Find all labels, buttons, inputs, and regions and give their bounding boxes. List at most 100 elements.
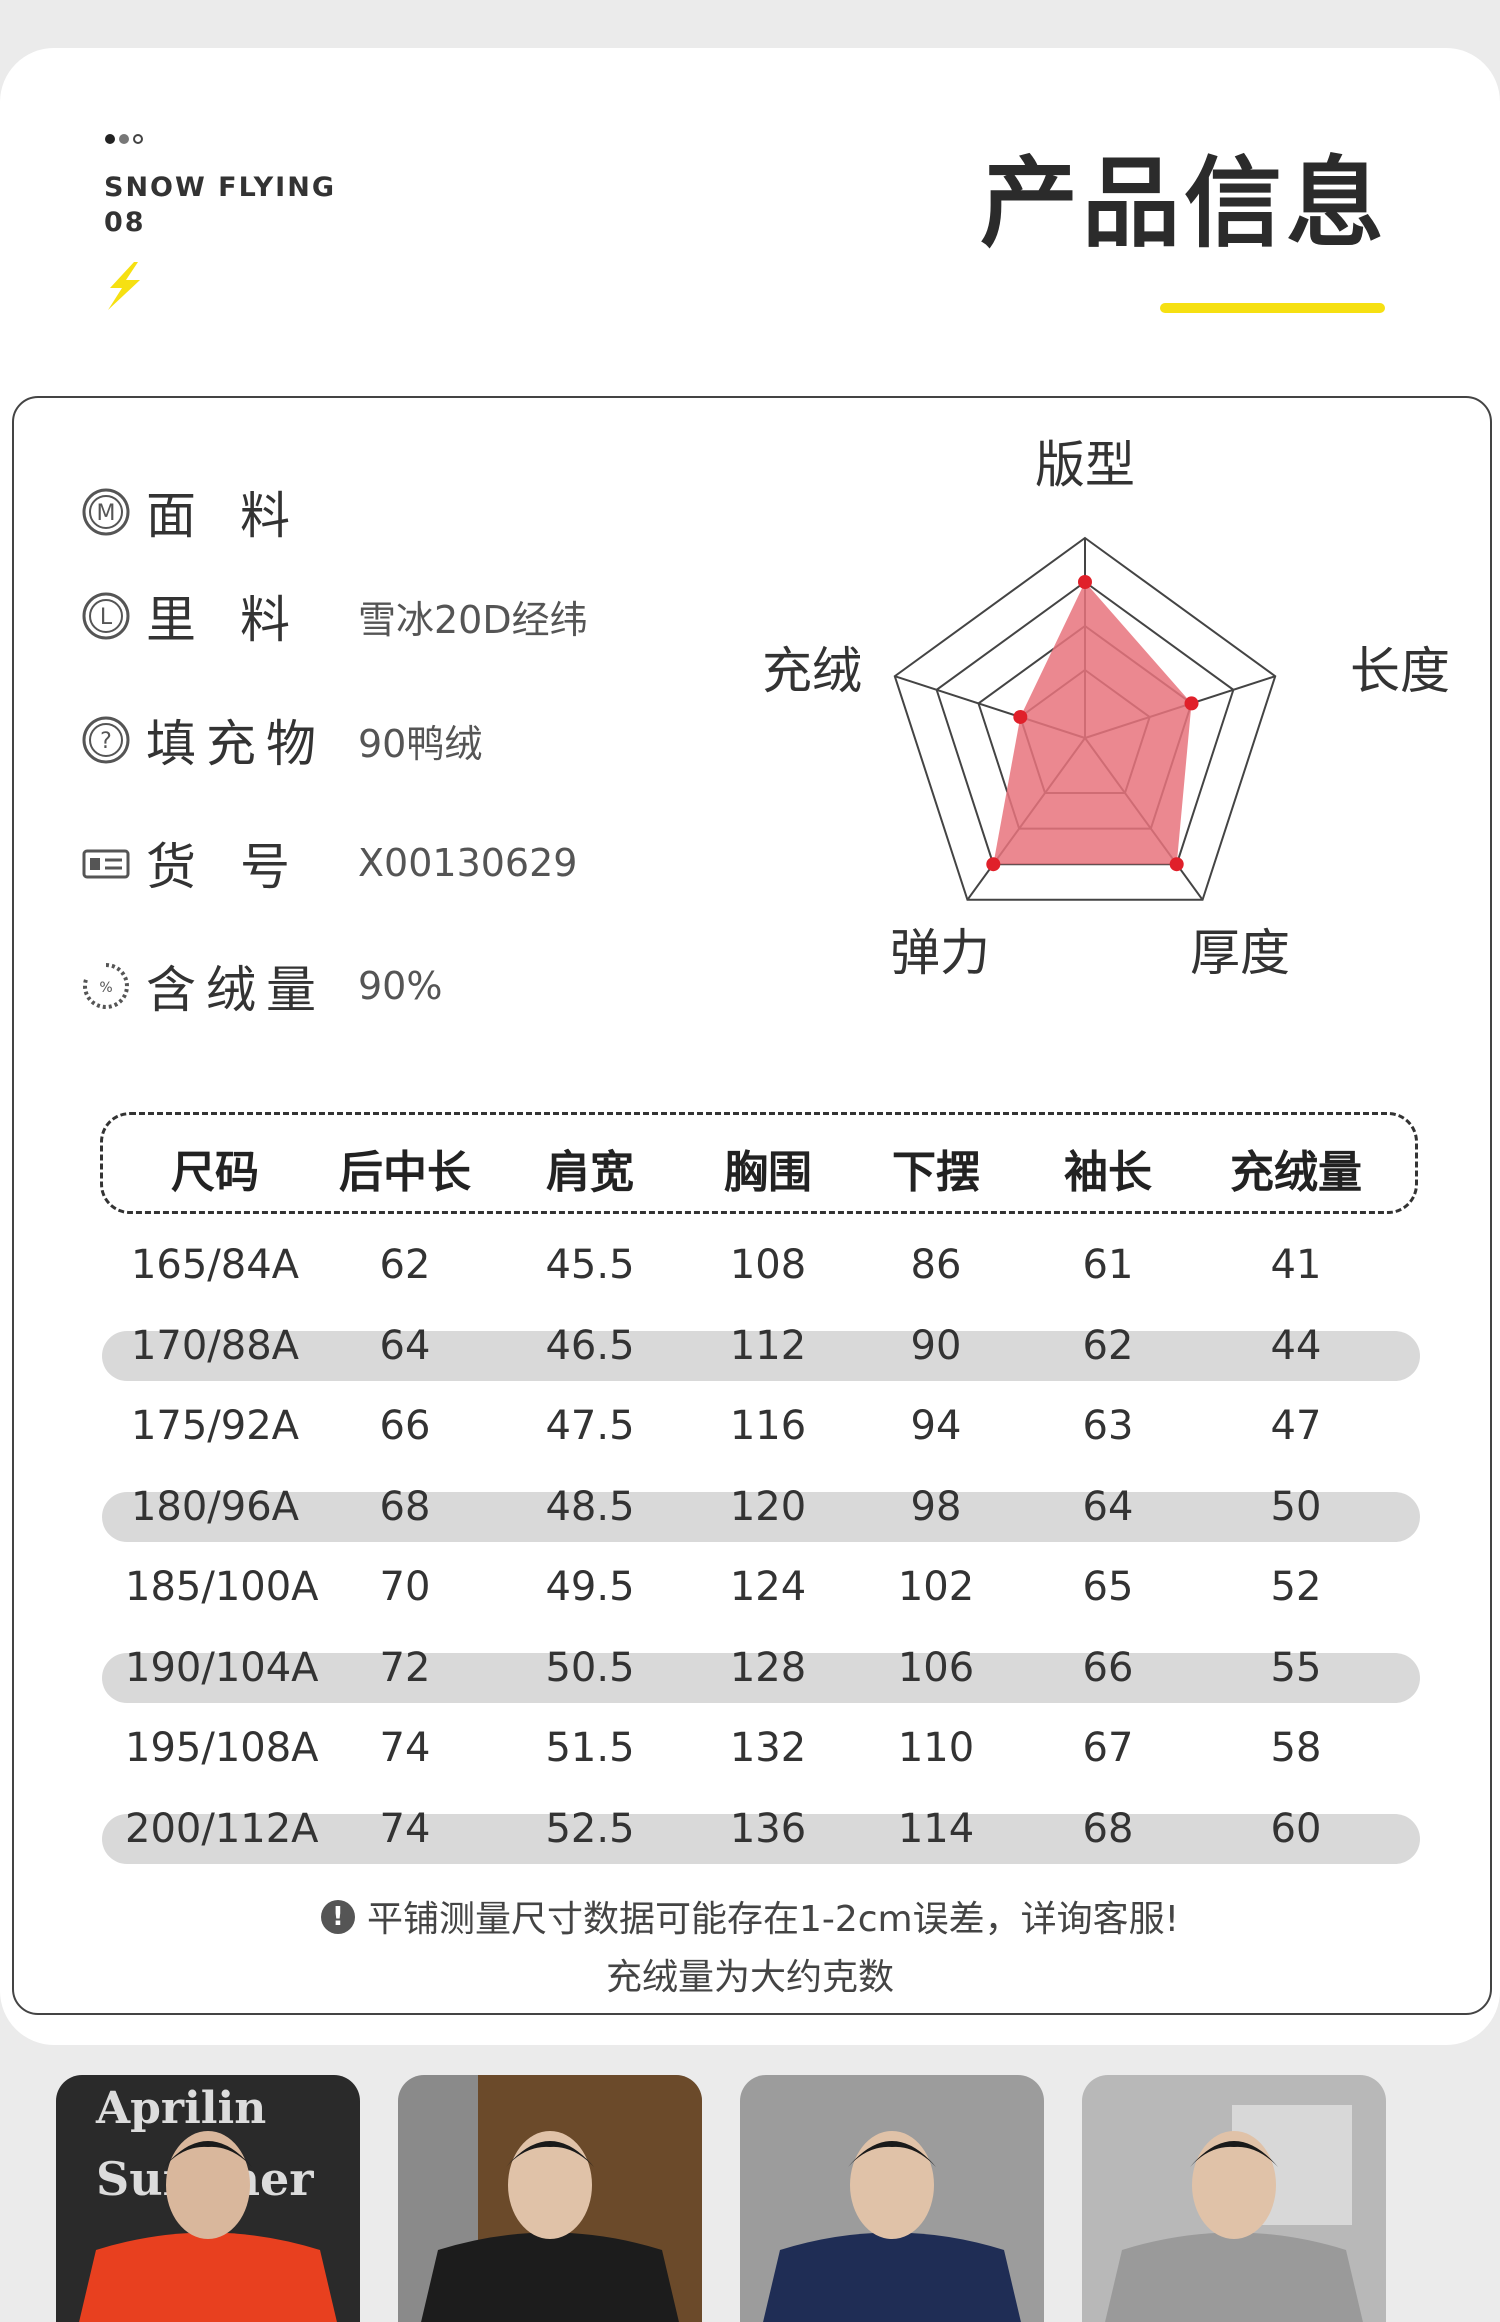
- table-cell: 165/84A: [130, 1242, 300, 1288]
- table-cell: 64: [1082, 1483, 1134, 1530]
- down-weight-note: 充绒量为大约克数: [605, 1957, 894, 1998]
- brand-dots: [105, 134, 143, 144]
- attr-label: 填充物: [146, 715, 326, 773]
- table-cell: 98: [910, 1483, 962, 1530]
- attr-value: 90鸭绒: [358, 721, 483, 766]
- model-thumbnail-3[interactable]: [740, 2075, 1044, 2322]
- page-title: 产品信息: [979, 147, 1388, 261]
- table-cell: 94: [910, 1403, 962, 1449]
- radar-point: [1169, 857, 1184, 872]
- brand-number: 08: [104, 207, 146, 238]
- table-cell: 66: [379, 1403, 431, 1449]
- radar-points: [986, 575, 1199, 872]
- size-table-header-cell: 后中长: [339, 1147, 471, 1198]
- table-cell: 128: [729, 1644, 807, 1691]
- size-table-header: [100, 1112, 1418, 1214]
- model-thumbnail-2[interactable]: [398, 2075, 702, 2322]
- table-cell: 62: [1082, 1322, 1134, 1369]
- table-cell: 49.5: [545, 1564, 635, 1610]
- measurement-note-text: 平铺测量尺寸数据可能存在1-2cm误差，详询客服!: [366, 1899, 1180, 1940]
- attr-value: 90%: [358, 964, 443, 1008]
- model-thumbnail-4[interactable]: [1082, 2075, 1386, 2322]
- size-table-header-cell: 尺码: [171, 1147, 259, 1198]
- table-cell: 185/100A: [125, 1564, 319, 1610]
- table-cell: 50.5: [545, 1644, 635, 1691]
- attr-label: 里料: [146, 591, 334, 649]
- table-cell: 195/108A: [125, 1725, 319, 1771]
- attr-row-sku: 货号 X00130629: [80, 827, 577, 899]
- radar-area: [993, 582, 1192, 865]
- table-cell: 68: [379, 1483, 431, 1530]
- table-cell: 47: [1270, 1403, 1322, 1449]
- table-cell: 45.5: [545, 1242, 635, 1288]
- table-cell: 120: [729, 1483, 807, 1530]
- table-cell: 74: [379, 1725, 431, 1771]
- table-cell: 50: [1270, 1483, 1322, 1530]
- table-cell: 41: [1270, 1242, 1322, 1288]
- m-circle-icon: M: [80, 486, 132, 538]
- table-cell: 114: [897, 1805, 975, 1852]
- attr-label: 面料: [146, 487, 334, 545]
- brand-name: SNOW FLYING: [104, 172, 336, 203]
- svg-text:?: ?: [100, 729, 112, 754]
- fit-radar-chart: 版型 长度 厚度 弹力 充绒: [762, 436, 1450, 982]
- table-cell: 63: [1082, 1403, 1134, 1449]
- radar-label-thickness: 厚度: [1190, 924, 1290, 982]
- table-cell: 74: [379, 1805, 431, 1852]
- attr-row-fabric: M 面料: [80, 476, 334, 548]
- radar-ring: [893, 536, 1277, 901]
- table-row-band: [102, 1491, 1420, 1542]
- radar-point: [1078, 575, 1092, 589]
- attr-row-filling: ? 填充物 90鸭绒: [80, 704, 482, 776]
- table-cell: 72: [379, 1644, 431, 1691]
- svg-text:Aprilin: Aprilin: [95, 2083, 266, 2134]
- table-cell: 47.5: [545, 1403, 635, 1449]
- table-row-band: [102, 1813, 1420, 1864]
- table-cell: 170/88A: [130, 1322, 300, 1369]
- lightning-icon: [104, 262, 144, 314]
- table-row-band: [102, 1330, 1420, 1381]
- table-cell: 52.5: [545, 1805, 635, 1852]
- table-cell: 124: [729, 1564, 807, 1610]
- question-circle-icon: ?: [80, 714, 132, 766]
- l-circle-icon: L: [80, 590, 132, 642]
- attr-value: 雪冰20D经纬: [358, 597, 588, 642]
- table-cell: 200/112A: [125, 1805, 319, 1852]
- table-cell: 136: [729, 1805, 807, 1852]
- info-box: [12, 396, 1492, 2015]
- radar-label-fit: 版型: [1035, 436, 1135, 494]
- table-cell: 68: [1082, 1805, 1134, 1852]
- radar-label-length: 长度: [1350, 642, 1450, 700]
- model-thumbnail-1[interactable]: Aprilin Summer: [56, 2075, 360, 2322]
- table-cell: 65: [1082, 1564, 1134, 1610]
- table-cell: 86: [910, 1242, 962, 1288]
- warning-icon: !: [320, 1900, 355, 1934]
- title-underline: [1160, 303, 1385, 313]
- svg-text:M: M: [97, 501, 116, 526]
- svg-text:L: L: [100, 605, 113, 630]
- attr-value: X00130629: [358, 841, 578, 885]
- table-cell: 51.5: [545, 1725, 635, 1771]
- table-cell: 48.5: [545, 1483, 635, 1530]
- table-cell: 110: [897, 1725, 975, 1771]
- table-cell: 44: [1270, 1322, 1322, 1369]
- table-cell: 108: [729, 1242, 807, 1288]
- table-cell: 62: [379, 1242, 431, 1288]
- table-cell: 70: [379, 1564, 431, 1610]
- table-cell: 132: [729, 1725, 807, 1771]
- table-cell: 67: [1082, 1725, 1134, 1771]
- table-cell: 52: [1270, 1564, 1322, 1610]
- percent-dial-icon: %: [80, 960, 132, 1012]
- radar-label-filling: 充绒: [762, 642, 862, 700]
- attr-label: 含绒量: [146, 961, 326, 1019]
- table-cell: 58: [1270, 1725, 1322, 1771]
- table-row-band: [102, 1652, 1420, 1703]
- radar-point: [986, 857, 1001, 872]
- size-table-header-cell: 袖长: [1064, 1147, 1152, 1198]
- table-cell: 175/92A: [130, 1403, 300, 1449]
- table-cell: 66: [1082, 1644, 1134, 1691]
- table-cell: 106: [897, 1644, 975, 1691]
- table-cell: 55: [1270, 1644, 1322, 1691]
- radar-point: [1184, 696, 1199, 711]
- attr-row-down-content: % 含绒量 90%: [80, 950, 442, 1022]
